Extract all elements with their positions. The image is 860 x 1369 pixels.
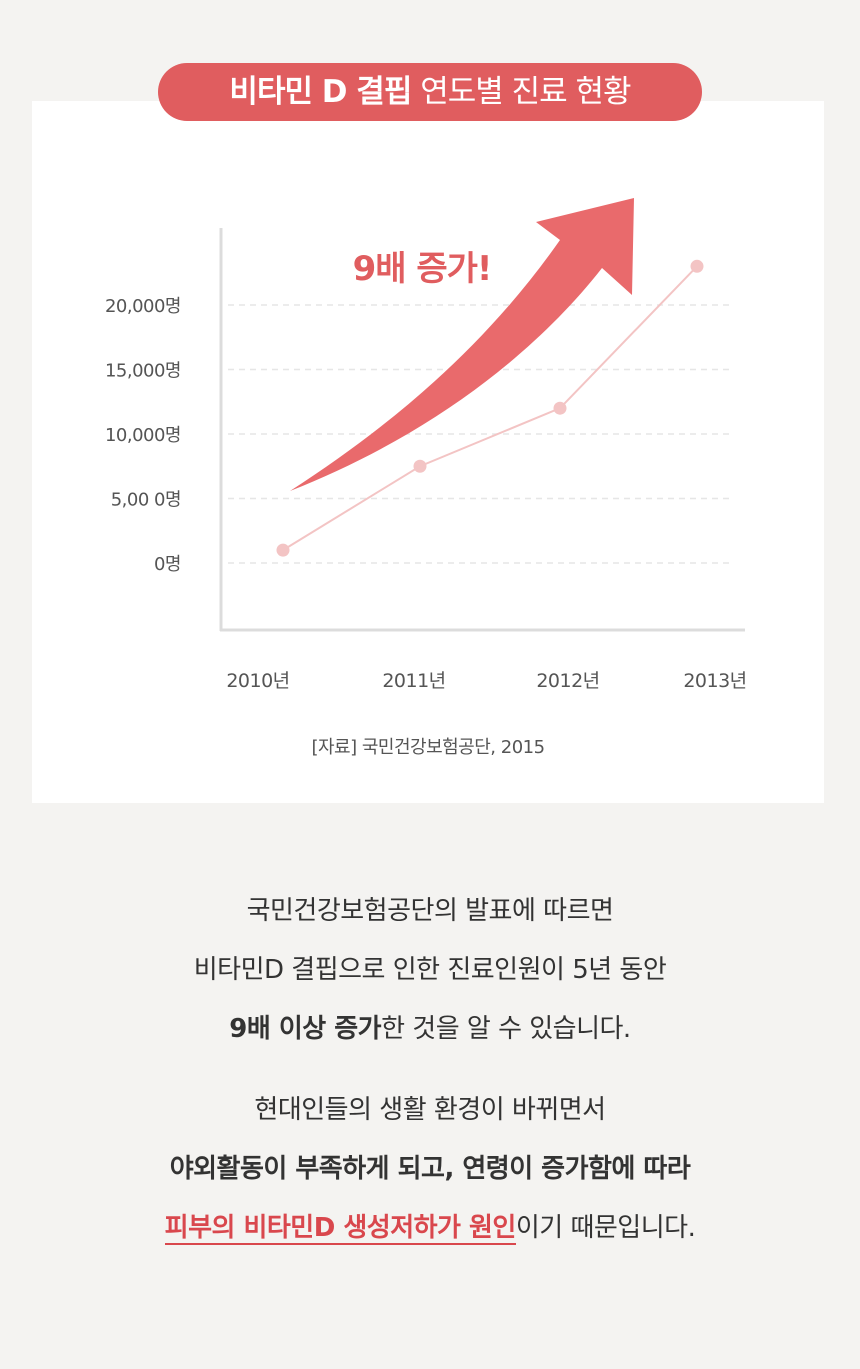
data-point bbox=[690, 259, 704, 273]
paragraph-2-line-3: 피부의 비타민D 생성저하가 원인이기 때문입니다. bbox=[0, 1199, 860, 1258]
x-tick-label: 2011년 bbox=[382, 670, 445, 692]
title-bold: 비타민 D 결핍 bbox=[229, 74, 412, 110]
series-line bbox=[282, 265, 698, 551]
y-tick-label: 5,00 0명 bbox=[111, 490, 181, 511]
paragraph-1-line-1: 국민건강보험공단의 발표에 따르면 bbox=[246, 896, 614, 926]
y-tick-label: 20,000명 bbox=[105, 296, 181, 317]
highlight-cause: 피부의 비타민D 생성저하가 원인 bbox=[164, 1213, 516, 1245]
data-point bbox=[553, 401, 567, 415]
paragraph-1-line-2: 비타민D 결핍으로 인한 진료인원이 5년 동안 bbox=[193, 955, 667, 985]
data-point bbox=[413, 459, 427, 473]
highlight-increase: 9배 이상 증가 bbox=[229, 1014, 382, 1044]
chart-source: [자료] 국민건강보험공단, 2015 bbox=[311, 737, 545, 758]
chart-annotation: 9배 증가! bbox=[353, 249, 492, 289]
x-tick-label: 2010년 bbox=[226, 670, 289, 692]
y-tick-label: 15,000명 bbox=[105, 361, 181, 382]
line-chart: 0명 5,00 0명 10,000명 15,000명 20,000명 2010년 2011… bbox=[105, 198, 747, 692]
x-tick-label: 2012년 bbox=[536, 670, 599, 692]
chart-title: 비타민 D 결핍 연도별 진료 현황 bbox=[158, 63, 702, 121]
y-tick-label: 10,000명 bbox=[105, 425, 181, 446]
title-light: 연도별 진료 현황 bbox=[420, 74, 631, 110]
paragraph-1-line-3: 9배 이상 증가한 것을 알 수 있습니다. bbox=[0, 1000, 860, 1059]
paragraph-2: 현대인들의 생활 환경이 바뀌면서 야외활동이 부족하게 되고, 연령이 증가함… bbox=[0, 1081, 860, 1258]
x-tick-label: 2013년 bbox=[683, 670, 746, 692]
paragraph-2-line-1: 현대인들의 생활 환경이 바뀌면서 bbox=[254, 1095, 606, 1125]
growth-arrow-icon bbox=[290, 198, 634, 491]
y-tick-label: 0명 bbox=[154, 554, 181, 575]
paragraph-2-line-2: 야외활동이 부족하게 되고, 연령이 증가함에 따라 bbox=[169, 1154, 691, 1184]
data-point bbox=[276, 543, 290, 557]
chart-card bbox=[32, 101, 824, 803]
paragraph-1: 국민건강보험공단의 발표에 따르면 비타민D 결핍으로 인한 진료인원이 5년 … bbox=[0, 882, 860, 1059]
grid-lines bbox=[228, 304, 732, 564]
paragraph-2-line-3-rest: 이기 때문입니다. bbox=[515, 1213, 696, 1243]
paragraph-1-line-3-rest: 한 것을 알 수 있습니다. bbox=[381, 1014, 631, 1044]
